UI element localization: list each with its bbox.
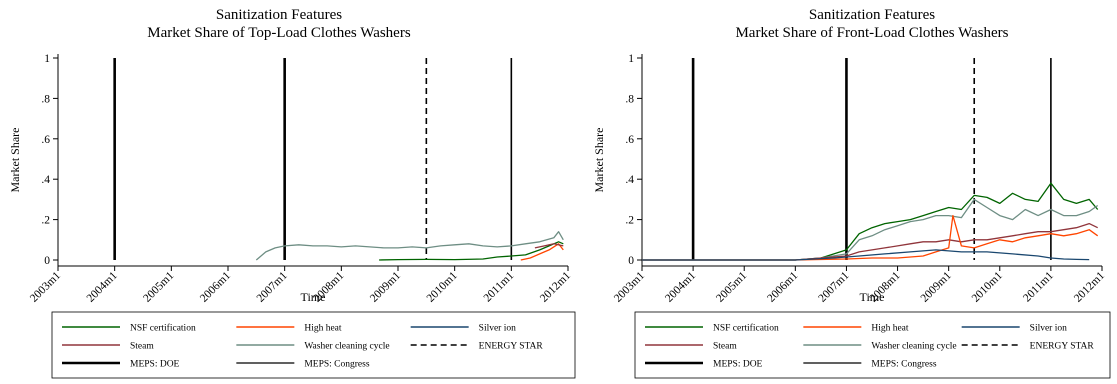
x-tick-label: 2003m1	[612, 269, 647, 304]
legend-label-washer-cleaning-cycle: Washer cleaning cycle	[304, 342, 389, 352]
legend-label-meps-congress: MEPS: Congress	[871, 360, 936, 370]
legend-label-energy-star: ENERGY STAR	[479, 342, 544, 352]
chart-subtitle: Market Share of Front-Load Clothes Washe…	[735, 25, 1008, 41]
x-tick-label: 2012m1	[1072, 269, 1107, 304]
series-nsf-certification	[379, 241, 564, 261]
legend-label-meps-doe: MEPS: DOE	[130, 360, 180, 370]
chart-title: Sanitization Features	[216, 7, 342, 23]
y-tick-label: .2	[41, 215, 50, 227]
x-tick-label: 2003m1	[28, 269, 63, 304]
legend-label-meps-doe: MEPS: DOE	[713, 360, 763, 370]
x-tick-label: 2010m1	[425, 269, 460, 304]
y-tick-label: .6	[625, 134, 634, 146]
legend-label-silver-ion: Silver ion	[1030, 324, 1067, 334]
legend-label-meps-congress: MEPS: Congress	[304, 360, 369, 370]
series-high-heat	[642, 214, 1099, 261]
x-tick-label: 2008m1	[868, 269, 903, 304]
series-steam	[642, 222, 1098, 261]
y-tick-label: .6	[41, 134, 50, 146]
x-tick-label: 2011m1	[482, 269, 517, 304]
y-tick-label: .2	[625, 215, 634, 227]
legend-label-energy-star: ENERGY STAR	[1030, 342, 1095, 352]
series-silver-ion	[642, 249, 1090, 261]
legend: NSF certification High heat Silver ion Stea…	[634, 311, 1111, 379]
y-axis-label: Market Share	[8, 128, 22, 193]
x-tick-label: 2010m1	[970, 269, 1005, 304]
plot-area: 0 .2 .4 .6 .8 1 2003m1 2004m1 2005m1 2006m1 2007m1…	[612, 53, 1107, 305]
y-tick-label: 1	[628, 53, 634, 65]
legend-label-steam: Steam	[713, 342, 737, 352]
y-axis-label: Market Share	[592, 128, 606, 193]
x-tick-label: 2005m1	[141, 269, 176, 304]
legend-label-high-heat: High heat	[304, 324, 342, 334]
series-washer-cleaning-cycle	[255, 231, 564, 261]
y-tick-label: .4	[625, 174, 634, 186]
x-axis-label: Time	[301, 290, 326, 304]
x-axis-label: Time	[860, 290, 885, 304]
y-tick-label: .8	[625, 93, 634, 105]
x-tick-label: 2005m1	[714, 269, 749, 304]
x-tick-label: 2012m1	[538, 269, 573, 304]
y-tick-label: .8	[41, 93, 50, 105]
legend-label-nsf-certification: NSF certification	[713, 323, 779, 334]
legend-label-silver-ion: Silver ion	[479, 324, 516, 334]
chart-subtitle: Market Share of Top-Load Clothes Washers	[147, 25, 411, 41]
series-washer-cleaning-cycle	[642, 198, 1099, 261]
legend-label-steam: Steam	[130, 342, 154, 352]
legend: NSF certification High heat Silver ion Stea…	[51, 311, 576, 379]
front-load-chart-panel: Sanitization Features Market Share of Fr…	[592, 7, 1111, 379]
legend-label-nsf-certification: NSF certification	[130, 323, 196, 334]
top-load-chart-panel: Sanitization Features Market Share of To…	[8, 7, 576, 379]
x-tick-label: 2004m1	[663, 269, 698, 304]
x-tick-label: 2009m1	[368, 269, 403, 304]
x-tick-label: 2006m1	[198, 269, 233, 304]
y-tick-label: .4	[41, 174, 50, 186]
plot-area: 0 .2 .4 .6 .8 1 2003m1 2004m1 2005m1 2006m1 2007m1…	[28, 53, 573, 305]
legend-box	[51, 311, 576, 379]
legend-label-high-heat: High heat	[871, 324, 909, 334]
x-tick-label: 2007m1	[255, 269, 290, 304]
y-tick-label: 1	[44, 53, 50, 65]
y-tick-label: 0	[44, 255, 50, 267]
x-tick-label: 2011m1	[1021, 269, 1056, 304]
legend-box	[634, 311, 1111, 379]
series-steam	[534, 243, 564, 249]
x-tick-label: 2004m1	[85, 269, 120, 304]
series-nsf-certification	[642, 182, 1099, 261]
x-tick-label: 2007m1	[816, 269, 851, 304]
legend-label-washer-cleaning-cycle: Washer cleaning cycle	[871, 342, 956, 352]
y-tick-label: 0	[628, 255, 634, 267]
x-tick-label: 2008m1	[311, 269, 346, 304]
x-tick-label: 2009m1	[919, 269, 954, 304]
x-tick-label: 2006m1	[765, 269, 800, 304]
chart-title: Sanitization Features	[809, 7, 935, 23]
